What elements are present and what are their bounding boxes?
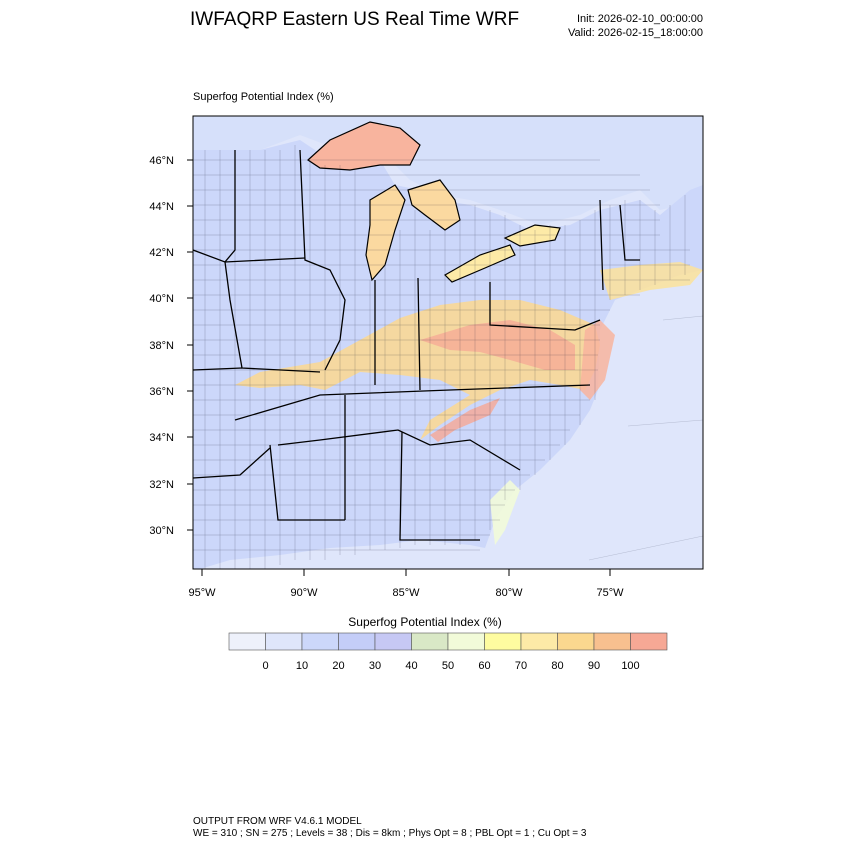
superfog-low-fl: [490, 480, 520, 545]
county-grid: [193, 145, 690, 569]
colorbar-label: 50: [442, 660, 454, 672]
lat-label-32: 32°N: [149, 479, 174, 491]
graticule: [588, 315, 704, 561]
colorbar-title: Superfog Potential Index (%): [348, 615, 502, 629]
lon-label-80: 80°W: [495, 587, 523, 599]
colorbar-swatch: [265, 632, 303, 651]
colorbar-label: 40: [405, 660, 417, 672]
colorbar-swatch: [447, 632, 485, 651]
lon-label-90: 90°W: [290, 587, 318, 599]
superfog-northeast: [600, 262, 703, 300]
canada-region: [193, 116, 703, 225]
lake-erie: [444, 244, 516, 283]
colorbar-label: 90: [588, 660, 600, 672]
lat-label-34: 34°N: [149, 432, 174, 444]
colorbar-label: 60: [478, 660, 490, 672]
colorbar-swatch: [593, 632, 631, 651]
lake-superior: [307, 121, 421, 171]
lat-label-46: 46°N: [149, 155, 174, 167]
colorbar-swatch: [338, 632, 376, 651]
map-frame: [192, 115, 704, 570]
colorbar-label: 100: [621, 660, 639, 672]
colorbar-label: 70: [515, 660, 527, 672]
lat-label-38: 38°N: [149, 340, 174, 352]
lat-label-36: 36°N: [149, 386, 174, 398]
init-time: Init: 2026-02-10_00:00:00: [577, 13, 703, 25]
model-info: OUTPUT FROM WRF V4.6.1 MODEL: [193, 816, 362, 827]
colorbar-swatch: [374, 632, 412, 651]
colorbar-swatch: [228, 632, 266, 651]
lat-label-44: 44°N: [149, 201, 174, 213]
lat-axis: 46°N 44°N 42°N 40°N 38°N 36°N 34°N 32°N …: [149, 155, 193, 537]
colorbar: 0 10 20 30 40 50 60 70 80 90 100: [228, 632, 668, 672]
field-label: Superfog Potential Index (%): [193, 91, 334, 103]
map-field: [193, 116, 703, 569]
colorbar-label: 80: [551, 660, 563, 672]
colorbar-swatch: [411, 632, 449, 651]
colorbar-swatch: [520, 632, 558, 651]
model-config: WE = 310 ; SN = 275 ; Levels = 38 ; Dis …: [193, 828, 587, 839]
superfog-core-south: [430, 398, 500, 442]
colorbar-swatch: [484, 632, 522, 651]
colorbar-label: 0: [262, 660, 268, 672]
lon-label-95: 95°W: [188, 587, 216, 599]
lat-label-30: 30°N: [149, 525, 174, 537]
valid-time: Valid: 2026-02-15_18:00:00: [568, 27, 703, 39]
state-boundaries: [193, 149, 640, 541]
lat-label-40: 40°N: [149, 293, 174, 305]
plot-title: IWFAQRP Eastern US Real Time WRF: [190, 9, 520, 30]
lon-axis: 95°W 90°W 85°W 80°W 75°W: [188, 569, 624, 599]
colorbar-swatch: [301, 632, 339, 651]
colorbar-label: 20: [332, 660, 344, 672]
lat-label-42: 42°N: [149, 247, 174, 259]
superfog-core: [420, 320, 575, 370]
colorbar-swatch: [630, 632, 668, 651]
colorbar-label: 10: [296, 660, 308, 672]
colorbar-swatch: [557, 632, 595, 651]
colorbar-label: 30: [369, 660, 381, 672]
lon-label-75: 75°W: [596, 587, 624, 599]
lake-ontario: [503, 224, 561, 247]
lon-label-85: 85°W: [392, 587, 420, 599]
